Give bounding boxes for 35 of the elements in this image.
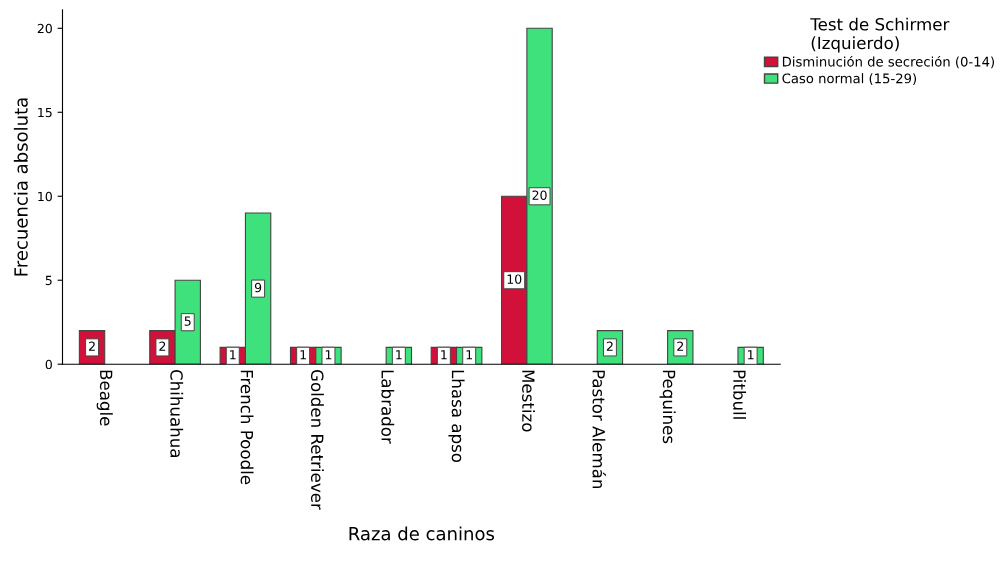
legend-title: Test de Schirmer (Izquierdo) — [810, 17, 950, 53]
x-tick-label: Pitbull — [733, 370, 747, 419]
data-label: 1 — [466, 350, 473, 360]
data-label: 2 — [606, 341, 613, 351]
y-tick-label: 15 — [38, 107, 52, 118]
y-tick-label: 0 — [45, 359, 52, 370]
x-tick-label: Labrador — [381, 370, 395, 444]
data-label: 20 — [532, 190, 547, 200]
x-tick-label: Beagle — [96, 370, 113, 426]
data-label: 1 — [300, 350, 306, 360]
y-axis-title: Frecuencia absoluta — [13, 98, 28, 276]
x-tick-label: Mestizo — [522, 370, 535, 432]
x-tick-label: Golden Retriever — [310, 369, 324, 510]
x-tick-label: Pastor Alemán — [592, 370, 606, 489]
data-label: 2 — [159, 341, 166, 351]
data-label: 5 — [184, 316, 191, 326]
data-label: 9 — [254, 282, 262, 293]
y-tick-label: 10 — [38, 191, 52, 202]
legend-label: Caso normal (15-29) — [782, 73, 917, 85]
data-label: 1 — [230, 350, 236, 360]
x-tick-label: French Poodle — [240, 370, 254, 485]
x-axis-title: Raza de caninos — [349, 526, 495, 541]
x-tick-label: Lhasa apso — [448, 370, 465, 463]
data-label: 2 — [88, 341, 95, 351]
data-label: 1 — [748, 350, 754, 360]
x-tick-label: Pequines — [659, 370, 676, 444]
data-label: 10 — [507, 274, 522, 284]
data-label: 1 — [325, 350, 332, 360]
legend-label: Disminución de secreción (0-14) — [782, 55, 994, 69]
data-label: 1 — [396, 350, 402, 360]
y-tick-label: 5 — [45, 275, 52, 286]
y-tick-label: 20 — [37, 23, 52, 34]
data-label: 1 — [441, 350, 447, 360]
x-tick-label: Chihuahua — [170, 369, 184, 458]
data-label: 2 — [677, 341, 683, 351]
